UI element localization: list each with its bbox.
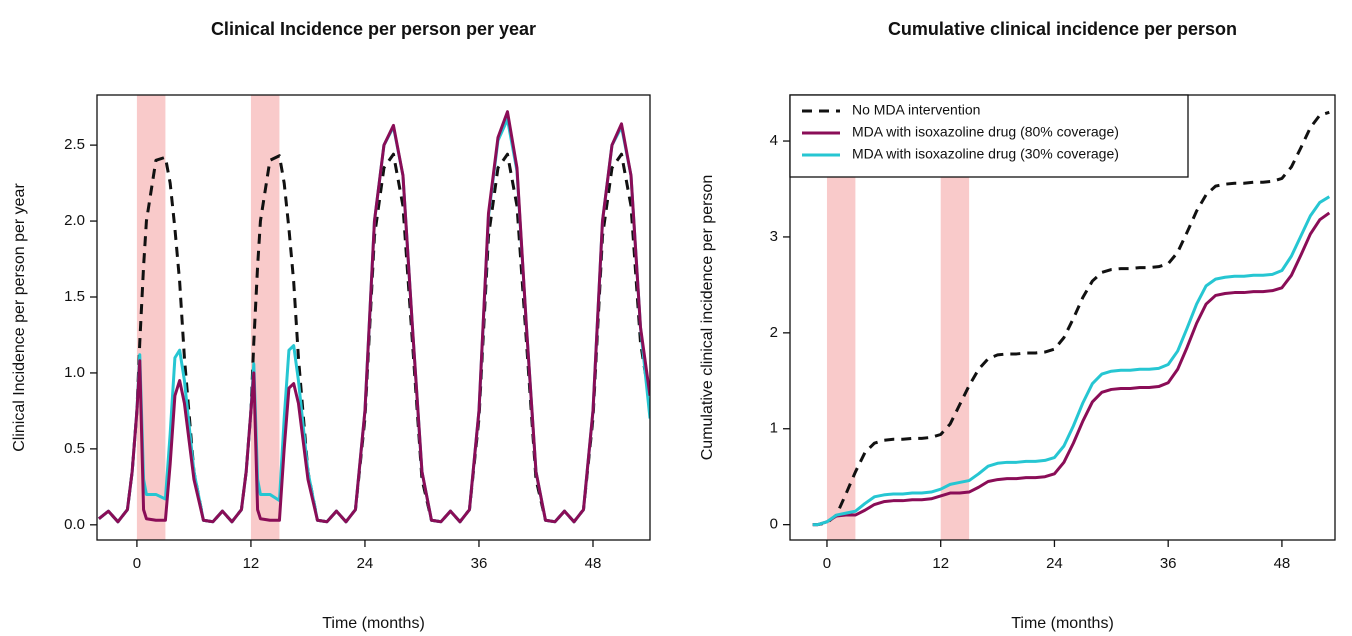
plot-frame	[96, 94, 651, 541]
x-tick-label: 0	[133, 555, 141, 572]
x-tick-label: 36	[1160, 555, 1177, 572]
y-tick-label: 2.0	[64, 212, 85, 229]
y-tick-label: 1.0	[64, 364, 85, 381]
x-tick-label: 48	[1274, 555, 1291, 572]
legend-label: MDA with isoxazoline drug (30% coverage)	[852, 146, 1119, 162]
x-tick-label: 12	[932, 555, 949, 572]
series-line	[812, 195, 1331, 527]
x-tick-label: 24	[357, 555, 374, 572]
x-tick-label: 0	[823, 555, 831, 572]
y-tick-label: 3	[770, 228, 778, 245]
x-tick-label: 36	[471, 555, 488, 572]
y-tick-label: 2.5	[64, 136, 85, 153]
y-tick-label: 0.5	[64, 440, 85, 457]
plot-area	[97, 95, 650, 540]
y-tick-label: 2	[770, 324, 778, 341]
y-tick-label: 0	[770, 516, 778, 533]
x-axis-label: Time (months)	[1011, 615, 1114, 632]
x-axis-label: Time (months)	[322, 615, 425, 632]
y-tick-label: 4	[770, 132, 778, 149]
legend-box	[789, 94, 1189, 178]
chart-title: Cumulative clinical incidence per person	[888, 19, 1237, 39]
x-tick-label: 24	[1046, 555, 1063, 572]
legend-label: No MDA intervention	[852, 102, 980, 118]
chart-title: Clinical Incidence per person per year	[211, 19, 536, 39]
y-axis-label: Clinical Incidence per person per year	[11, 183, 28, 452]
y-tick-label: 0.0	[64, 516, 85, 533]
x-tick-label: 48	[585, 555, 602, 572]
series-line	[812, 110, 1330, 527]
series-line	[812, 211, 1331, 527]
y-tick-label: 1	[770, 420, 778, 437]
series-line	[97, 110, 650, 524]
y-axis-label: Cumulative clinical incidence per person	[699, 175, 716, 460]
legend-label: MDA with isoxazoline drug (80% coverage)	[852, 124, 1119, 140]
x-tick-label: 12	[243, 555, 260, 572]
y-tick-label: 1.5	[64, 288, 85, 305]
